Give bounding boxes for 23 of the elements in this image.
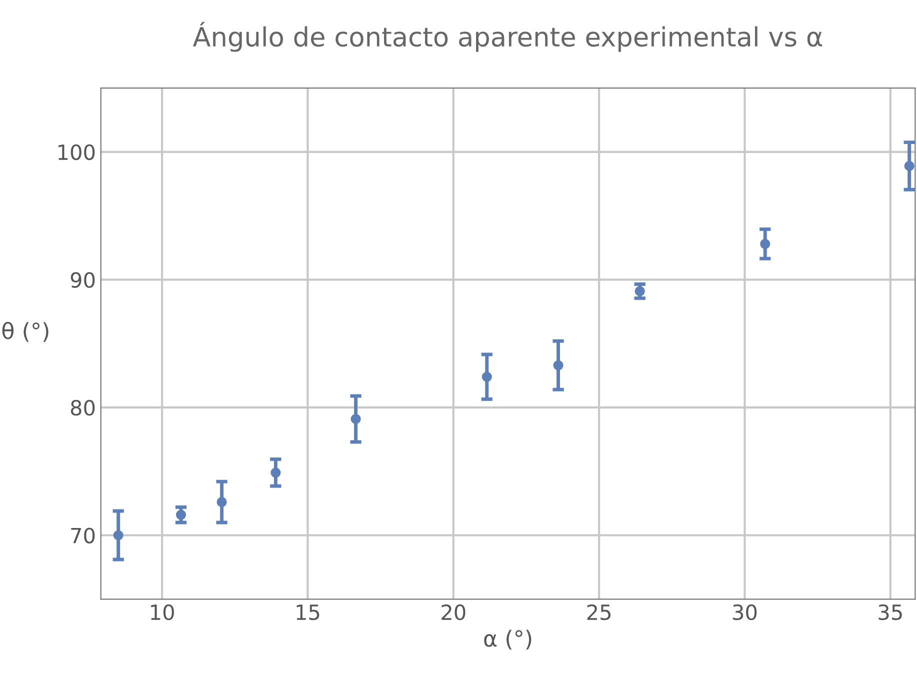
- x-tick-label: 10: [151, 604, 174, 620]
- point: [270, 468, 281, 478]
- point: [350, 414, 361, 424]
- chart-title: Ángulo de contacto aparente experimental vs α: [192, 22, 822, 52]
- point: [904, 160, 914, 171]
- x-tick-label: 30: [733, 604, 757, 620]
- x-tick-label: 20: [442, 604, 466, 620]
- x-tick-label: 25: [587, 604, 610, 620]
- y-tick-label: 90: [70, 272, 95, 288]
- point: [113, 530, 124, 540]
- point: [634, 286, 645, 296]
- x-axis-title: α (°): [484, 630, 532, 650]
- y-tick-label: 70: [71, 528, 95, 544]
- point: [553, 360, 564, 370]
- y-tick-label: 100: [58, 144, 95, 160]
- point: [482, 372, 492, 382]
- x-tick-label: 15: [296, 604, 320, 620]
- point: [760, 238, 770, 249]
- point: [216, 496, 227, 508]
- x-tick-label: 35: [878, 604, 902, 620]
- point: [176, 510, 186, 520]
- y-tick-label: 80: [70, 400, 95, 416]
- y-axis-title: θ (°): [2, 322, 48, 342]
